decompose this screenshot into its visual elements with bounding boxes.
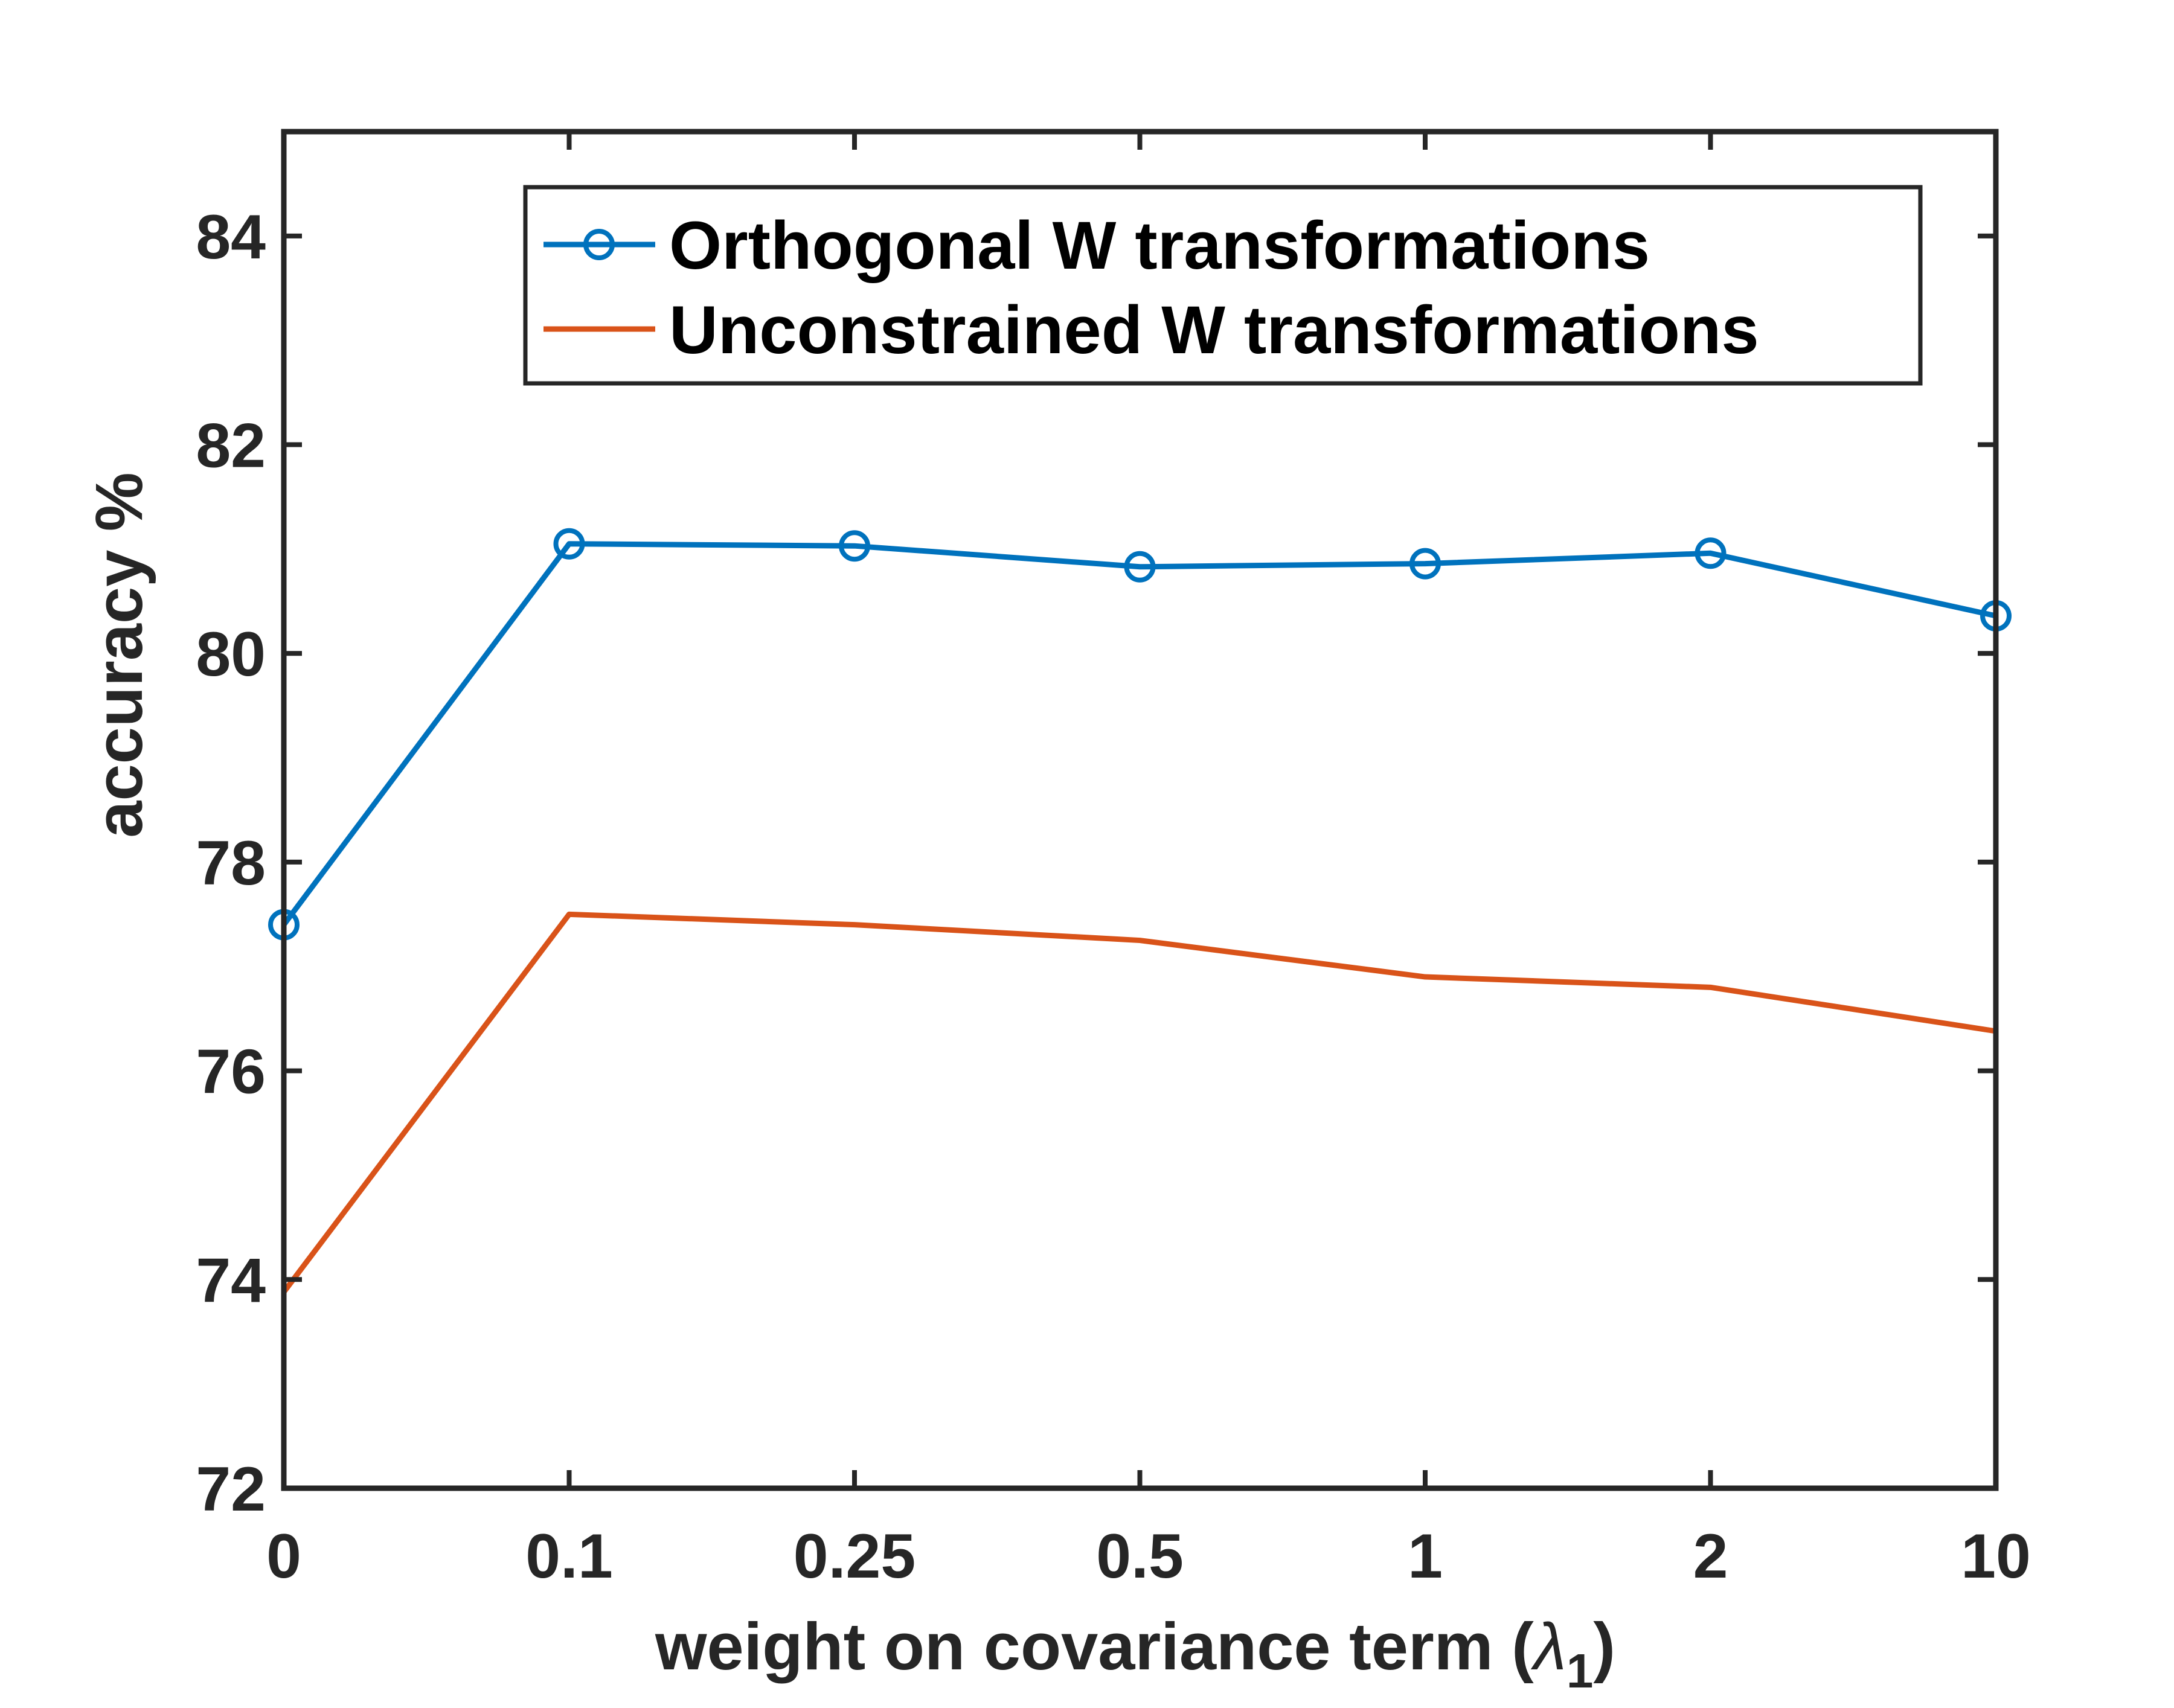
x-tick-label: 0.5 [1096, 1521, 1184, 1591]
legend-marker-orthogonal [583, 229, 615, 260]
legend-label-unconstrained: Unconstrained W transformations [669, 292, 1759, 368]
x-axis-label-text: weight on covariance term ( [655, 1610, 1534, 1684]
data-point-marker [1124, 551, 1156, 583]
legend-label-orthogonal: Orthogonal W transformations [669, 208, 1650, 283]
x-tick-label: 2 [1693, 1521, 1728, 1591]
lambda-symbol: λ [1531, 1610, 1566, 1684]
data-point-marker [1409, 548, 1441, 580]
series-line-unconstrained [281, 911, 1996, 1294]
x-tick-label: 10 [1961, 1521, 2031, 1591]
y-axis-label: accuracy % [82, 472, 156, 837]
data-point-marker [553, 528, 585, 560]
y-tick-label: 76 [196, 1037, 266, 1107]
tick-labels: 0 0.1 0.25 0.5 1 2 10 72 74 76 78 80 82 84 [196, 202, 2031, 1591]
legend-box [523, 185, 1923, 386]
data-point-marker [1695, 537, 1727, 569]
legend-entry-unconstrained: Unconstrained W transformations [544, 292, 1759, 368]
data-point-marker [839, 530, 870, 562]
x-tick-label: 0.1 [525, 1521, 613, 1591]
x-tick-label: 0 [266, 1521, 301, 1591]
y-tick-label: 80 [196, 619, 266, 689]
y-tick-label: 72 [196, 1454, 266, 1524]
y-tick-label: 74 [196, 1246, 266, 1316]
y-tick-label: 82 [196, 411, 266, 481]
axis-ticks [281, 132, 1998, 1491]
y-tick-label: 78 [196, 828, 266, 898]
plot-area [268, 528, 2012, 1294]
y-tick-label: 84 [196, 202, 266, 272]
x-axis-label-close: ) [1593, 1610, 1615, 1684]
lambda-subscript: 1 [1566, 1644, 1594, 1698]
series-line-orthogonal [281, 541, 1996, 927]
x-tick-label: 0.25 [794, 1521, 915, 1591]
legend: Orthogonal W transformations Unconstrain… [523, 185, 1923, 386]
x-axis-label: weight on covariance term (λ1) [655, 1610, 1615, 1698]
legend-entry-orthogonal: Orthogonal W transformations [544, 208, 1650, 283]
x-tick-label: 1 [1408, 1521, 1443, 1591]
